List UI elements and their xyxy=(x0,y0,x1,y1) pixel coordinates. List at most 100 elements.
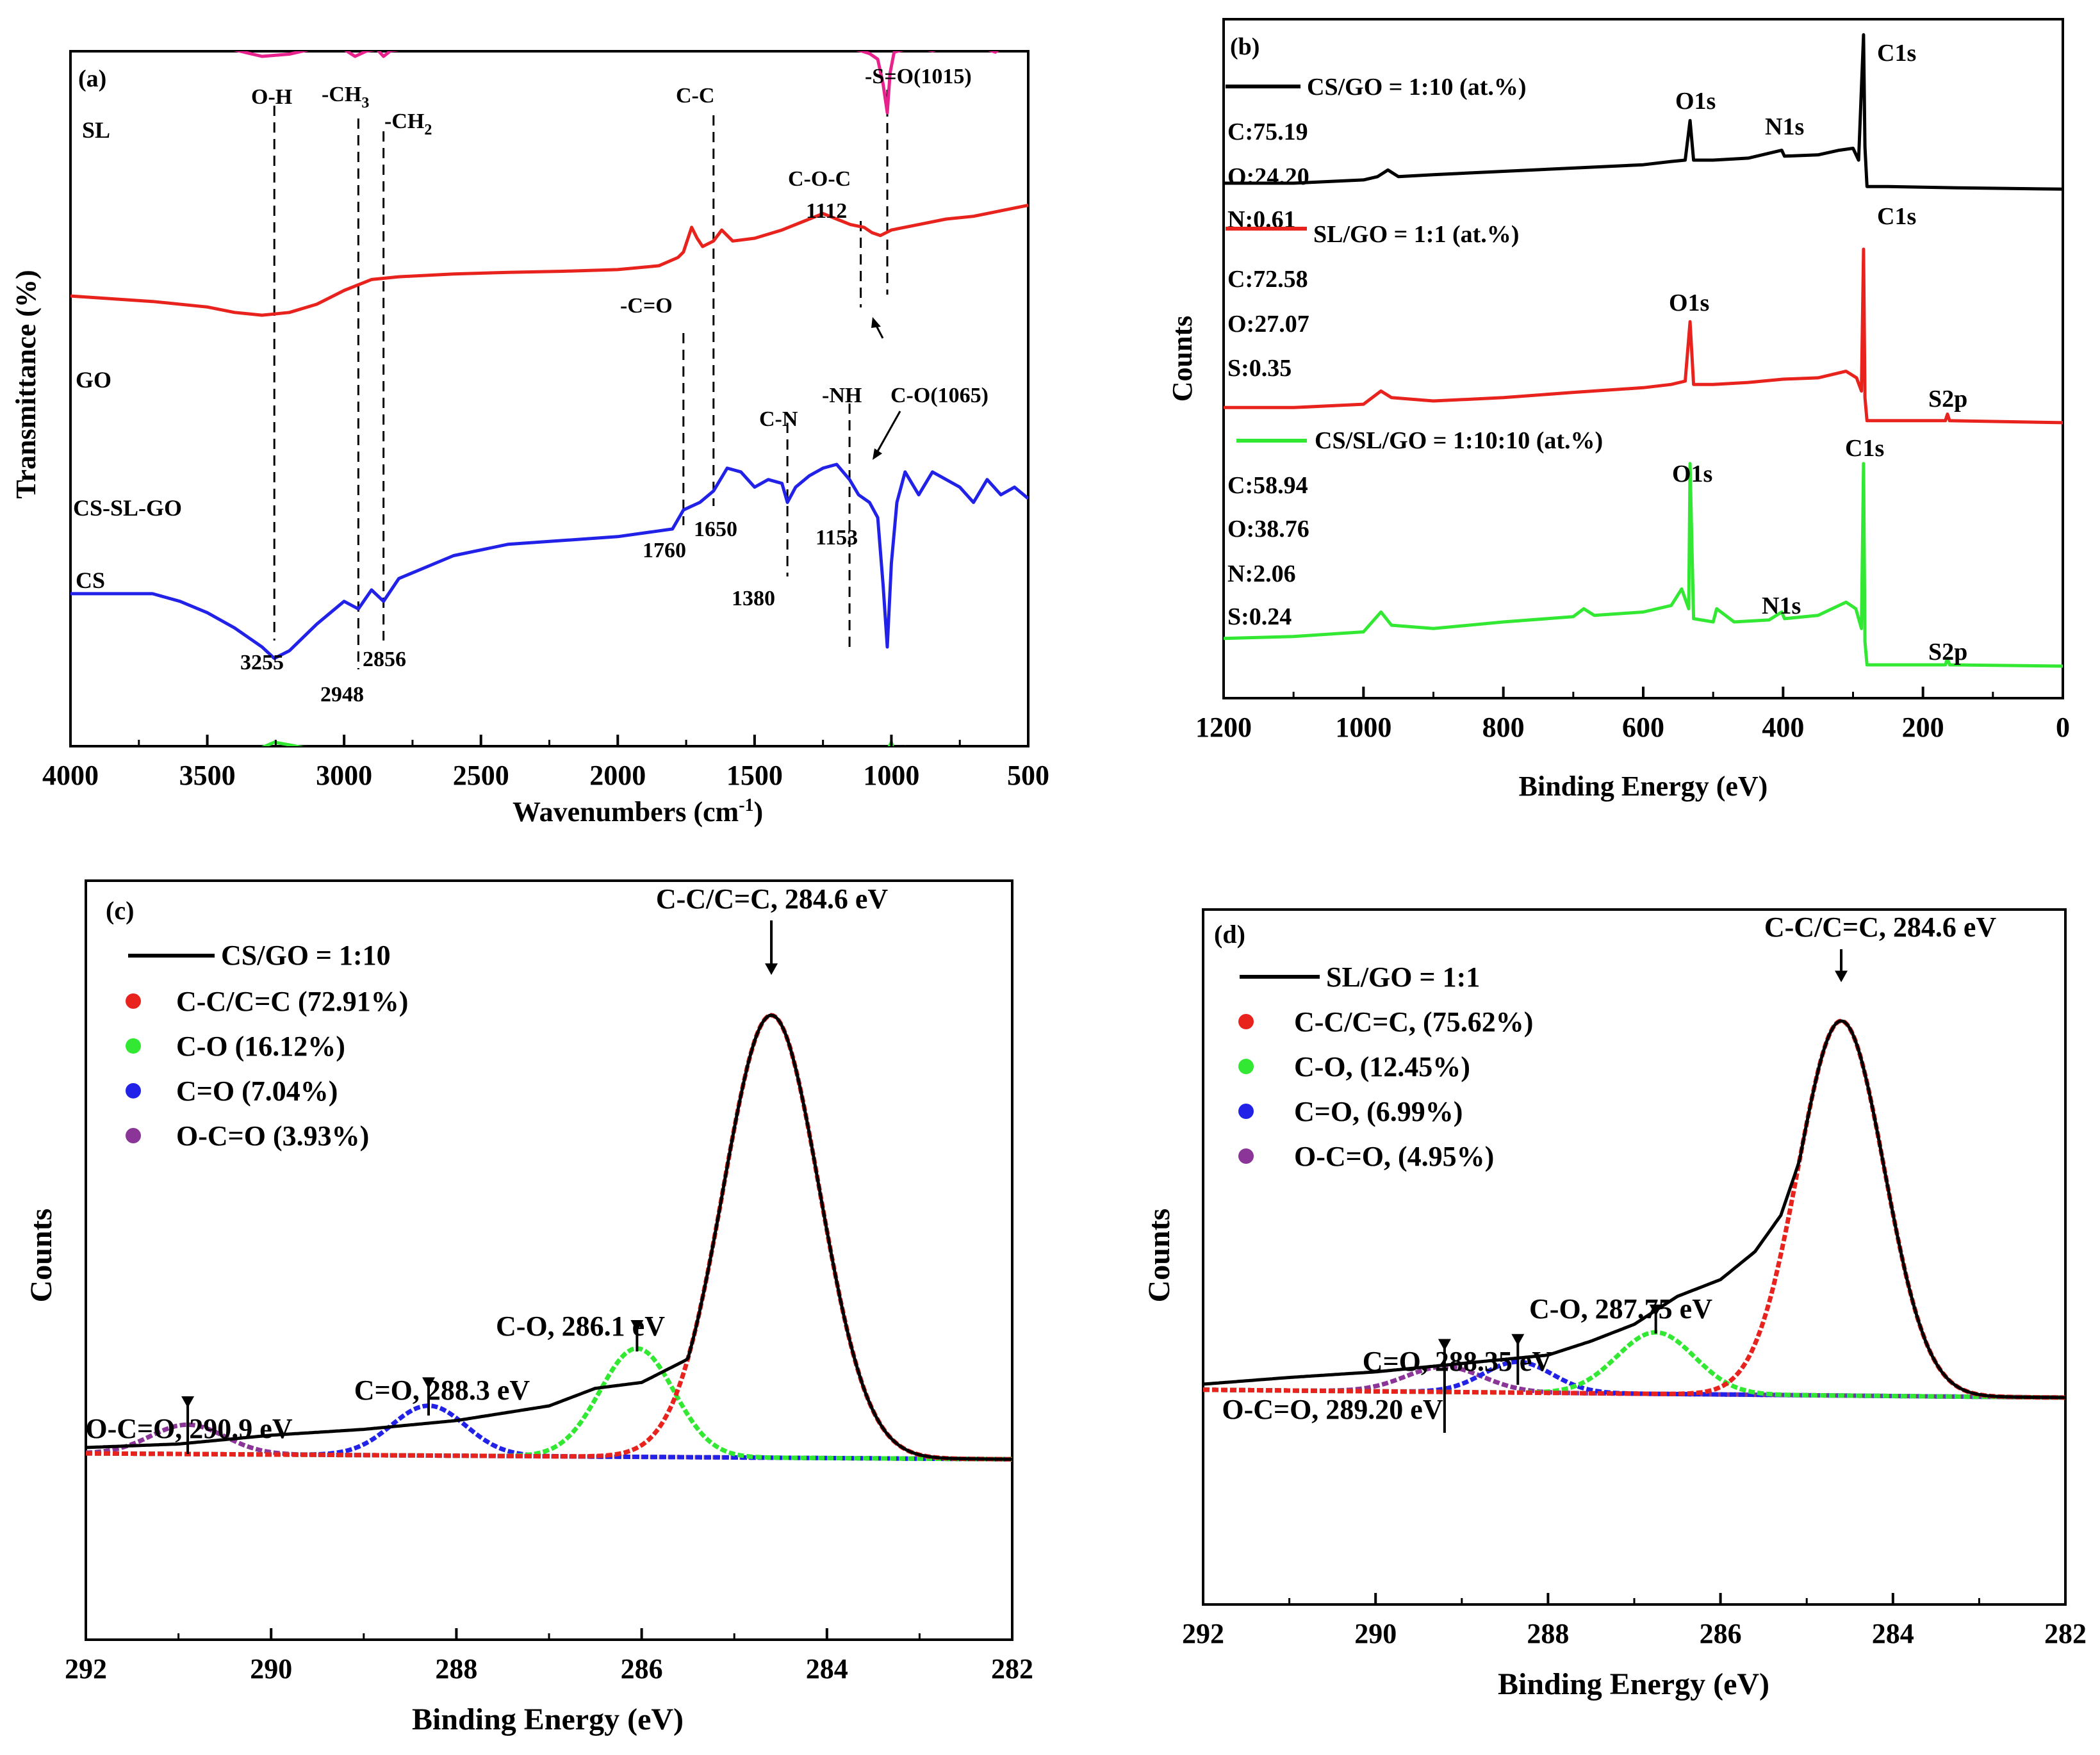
annot-cn: C-N xyxy=(759,407,798,431)
panel-c-peak-arrows xyxy=(181,920,778,1454)
envelope-c xyxy=(86,1013,1012,1461)
peak-arrowhead-c-c-o-7-04 xyxy=(422,1377,436,1389)
annot-1760: 1760 xyxy=(643,539,686,562)
legend-c-label-cc: C-C/C=C (72.91%) xyxy=(176,986,408,1017)
x-tick-label-b-0: 0 xyxy=(2056,712,2070,743)
peak-d-oco: O-C=O, 289.20 eV xyxy=(1222,1394,1443,1425)
panel-b-x-axis-title: Binding Energy (eV) xyxy=(1519,771,1768,802)
panel-b-label: (b) xyxy=(1230,33,1259,60)
panel-c-series xyxy=(86,1013,1012,1462)
x-tick-label-c-286: 286 xyxy=(621,1653,663,1685)
panel-a-series-label-sl: SL xyxy=(82,117,110,143)
panel-a-series-label-go: GO xyxy=(76,367,111,393)
peak-arrowhead-c-c-c-c-c-72-91 xyxy=(765,963,778,975)
legend-d-marker-co-double xyxy=(1238,1104,1254,1119)
legend-b-label-slgo: SL/GO = 1:1 (at.%) xyxy=(1313,221,1519,248)
legend-b-label-cs-sl-go: CS/SL/GO = 1:10:10 (at.%) xyxy=(1315,427,1603,454)
series-a-cs-sl-go xyxy=(70,462,1028,660)
annot-1112: 1112 xyxy=(806,199,847,223)
panel-d: 292 290 288 286 284 282 (d) SL/GO = 1:1 C-C/C… xyxy=(1142,908,2087,1701)
annot-cc: C-C xyxy=(676,84,714,108)
panel-d-x-axis-title: Binding Energy (eV) xyxy=(1498,1667,1769,1701)
x-tick-label-a-4000: 4000 xyxy=(42,760,99,791)
annot-ch3: -CH3 xyxy=(322,83,369,111)
annot-oh: O-H xyxy=(251,85,292,109)
peak-b-s2p-2: S2p xyxy=(1928,386,1967,412)
peak-b-n1s-1: N1s xyxy=(1765,113,1804,140)
annot-3255: 3255 xyxy=(240,651,284,674)
legend-c-label-envelope: CS/GO = 1:10 xyxy=(221,940,391,971)
panel-d-ticks xyxy=(1202,1593,2067,1604)
x-tick-label-c-290: 290 xyxy=(250,1653,292,1685)
panel-b: 1200 1000 800 600 400 200 0 (b) CS/GO = 1:10 (… xyxy=(1167,18,2070,802)
legend-d-label-cc: C-C/C=C, (75.62%) xyxy=(1294,1006,1533,1038)
x-tick-label-a-2500: 2500 xyxy=(453,760,509,791)
panel-b-series xyxy=(1224,33,2063,668)
annot-2948: 2948 xyxy=(320,683,364,706)
panel-a-tick-labels: 4000 3500 3000 2500 2000 1500 1000 500 xyxy=(42,760,1049,791)
envelope-d xyxy=(1203,1019,2065,1400)
x-tick-label-b-400: 400 xyxy=(1762,712,1804,743)
peak-c-cc: C-C/C=C, 284.6 eV xyxy=(656,883,889,915)
legend-c-label-co: C-O (16.12%) xyxy=(176,1031,345,1062)
panel-d-y-axis-title: Counts xyxy=(1142,1209,1176,1303)
series-b-cs-go-1-10-at xyxy=(1224,33,2063,191)
peak-b-o1s-3: O1s xyxy=(1672,461,1712,487)
panel-c-x-axis-title: Binding Energy (eV) xyxy=(412,1702,684,1736)
legend-b-label-csgo: CS/GO = 1:10 (at.%) xyxy=(1307,74,1527,101)
legend-c-marker-co-double xyxy=(126,1083,141,1098)
peak-b-o1s-2: O1s xyxy=(1669,290,1709,316)
annot-ch2: -CH2 xyxy=(384,110,432,138)
annot-1380: 1380 xyxy=(732,587,775,610)
x-tick-label-a-2000: 2000 xyxy=(589,760,646,791)
arrow-so-head xyxy=(871,317,881,328)
peak-d-cc: C-C/C=C, 284.6 eV xyxy=(1764,911,1997,943)
legend-d-marker-co xyxy=(1238,1059,1254,1074)
series-b-cs-sl-go-1-10-10-at xyxy=(1224,462,2063,668)
legend-c-marker-cc xyxy=(126,993,141,1009)
panel-c-tick-labels: 292 290 288 286 284 282 xyxy=(65,1653,1033,1685)
panel-d-peak-arrows xyxy=(1438,949,1848,1433)
annot-co1065: C-O(1065) xyxy=(890,384,988,407)
annot-2856: 2856 xyxy=(363,648,406,671)
series-b-sl-go-1-1-at xyxy=(1224,247,2063,425)
annot-1153: 1153 xyxy=(816,526,858,550)
x-tick-label-c-288: 288 xyxy=(435,1653,477,1685)
panel-a-x-axis-title: Wavenumbers (cm-1) xyxy=(513,796,763,828)
peak-b-o1s-1: O1s xyxy=(1675,88,1716,115)
panel-d-tick-labels: 292 290 288 286 284 282 xyxy=(1182,1618,2087,1649)
panel-a-reference-lines xyxy=(273,90,889,669)
peak-b-c1s-1: C1s xyxy=(1877,40,1916,67)
x-tick-label-a-1500: 1500 xyxy=(726,760,783,791)
panel-b-y-axis-title: Counts xyxy=(1167,316,1198,402)
peak-c-oco: O-C=O, 290.9 eV xyxy=(85,1413,292,1444)
panel-b-ticks xyxy=(1222,687,2064,698)
x-tick-label-a-3500: 3500 xyxy=(179,760,236,791)
comp-b-csgo-o: O:24.20 xyxy=(1227,163,1309,190)
legend-c-label-oco: O-C=O (3.93%) xyxy=(176,1120,369,1152)
legend-d-label-oco: O-C=O, (4.95%) xyxy=(1294,1141,1494,1172)
series-a-go xyxy=(70,204,1028,317)
component-d-c-c-c-c-75-62 xyxy=(1203,1018,2065,1400)
peak-d-co: C-O, 287.75 eV xyxy=(1529,1293,1712,1325)
panel-d-series xyxy=(1203,1018,2065,1400)
x-tick-label-d-286: 286 xyxy=(1700,1618,1742,1649)
comp-b-cs-sl-go-n: N:2.06 xyxy=(1227,560,1296,587)
x-tick-label-b-600: 600 xyxy=(1622,712,1664,743)
legend-d-marker-oco xyxy=(1238,1148,1254,1164)
panel-c-y-axis-title: Counts xyxy=(24,1209,58,1303)
annot-1650: 1650 xyxy=(694,518,737,541)
peak-arrowhead-d-c-o-12-45 xyxy=(1649,1304,1662,1316)
x-tick-label-c-282: 282 xyxy=(991,1653,1033,1685)
comp-b-slgo-s: S:0.35 xyxy=(1227,355,1292,382)
peak-arrowhead-d-c-o-6-99 xyxy=(1511,1334,1525,1346)
panel-c: 292 290 288 286 284 282 (c) CS/GO = 1:10 C-C/… xyxy=(24,879,1033,1736)
legend-c-label-co-double: C=O (7.04%) xyxy=(176,1075,338,1107)
x-tick-label-d-288: 288 xyxy=(1527,1618,1569,1649)
x-tick-label-b-800: 800 xyxy=(1482,712,1525,743)
peak-b-c1s-2: C1s xyxy=(1877,203,1916,230)
x-tick-label-b-1200: 1200 xyxy=(1195,712,1252,743)
x-tick-label-d-284: 284 xyxy=(1872,1618,1914,1649)
panel-b-tick-labels: 1200 1000 800 600 400 200 0 xyxy=(1195,712,2070,743)
